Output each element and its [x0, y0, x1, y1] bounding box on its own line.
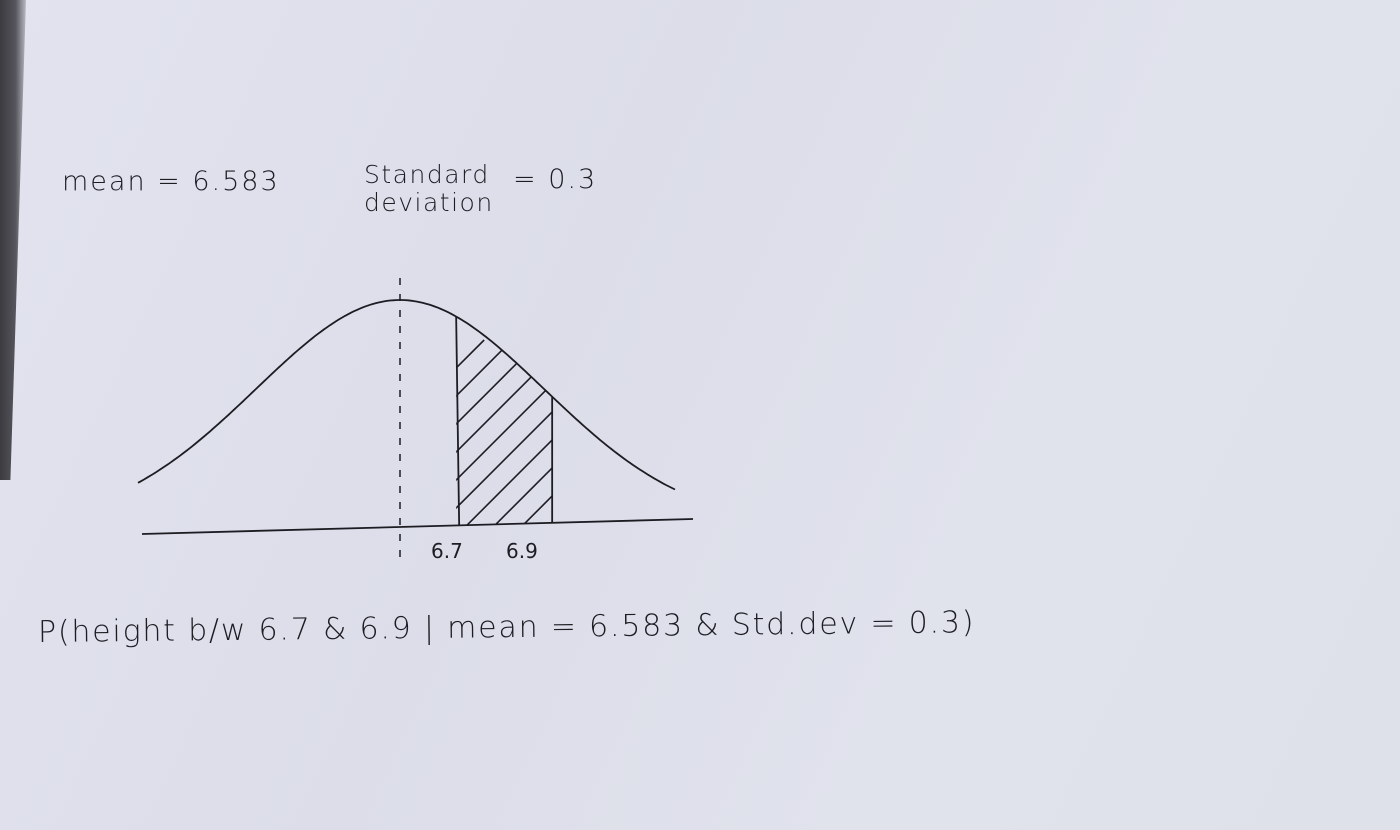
- hatch-line: [507, 339, 553, 526]
- hatch-line: [479, 339, 553, 526]
- hatch-line: [648, 340, 848, 540]
- hatch-line: [456, 339, 553, 526]
- tick-label-6-9: 6.9: [506, 539, 538, 563]
- hatch-line: [456, 339, 513, 526]
- bell-curve: [137, 299, 676, 491]
- std-value-annotation: = 0.3: [513, 164, 598, 195]
- mean-annotation: mean = 6.583: [62, 166, 280, 197]
- left-bound-line: [455, 316, 461, 526]
- hatch-line: [535, 339, 553, 526]
- std-label-line2: deviation: [364, 188, 494, 217]
- hatch-line: [456, 339, 457, 526]
- hatch-line: [456, 339, 485, 526]
- std-label-line1: Standard: [364, 160, 490, 189]
- hatch-line: [592, 340, 792, 540]
- hatch-line: [564, 340, 764, 540]
- hatch-line: [456, 339, 541, 526]
- hatch-line: [620, 340, 820, 540]
- tick-label-6-7: 6.7: [431, 539, 463, 563]
- hatch-line: [456, 339, 553, 526]
- x-axis: [141, 518, 694, 535]
